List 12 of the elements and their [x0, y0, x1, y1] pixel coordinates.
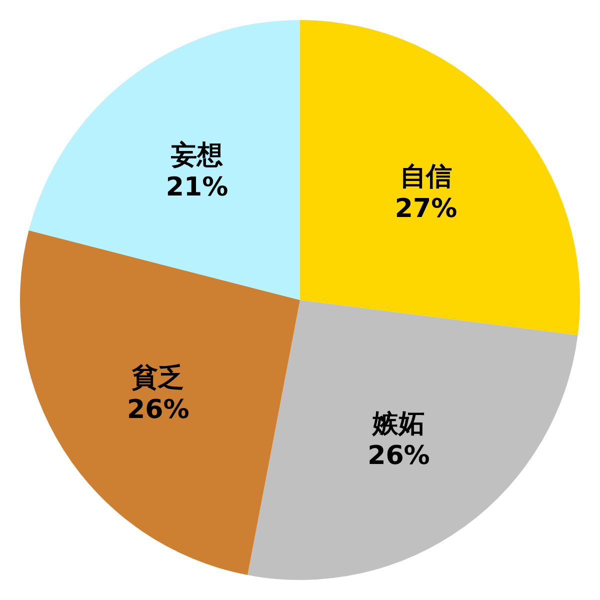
data-label: 27%: [394, 194, 458, 224]
pie-slice: [300, 20, 580, 336]
slice-label: 貧乏: [131, 363, 184, 394]
slice-label: 妄想: [170, 139, 224, 170]
pie-slice: [20, 230, 300, 576]
pie-slice: [248, 300, 578, 580]
data-label: 26%: [368, 440, 430, 471]
data-label: 26%: [127, 395, 190, 426]
data-label: 21%: [166, 172, 228, 202]
slice-label: 嫉妬: [372, 408, 425, 439]
pie-slice: [28, 20, 300, 300]
slice-label: 自信: [400, 162, 452, 192]
